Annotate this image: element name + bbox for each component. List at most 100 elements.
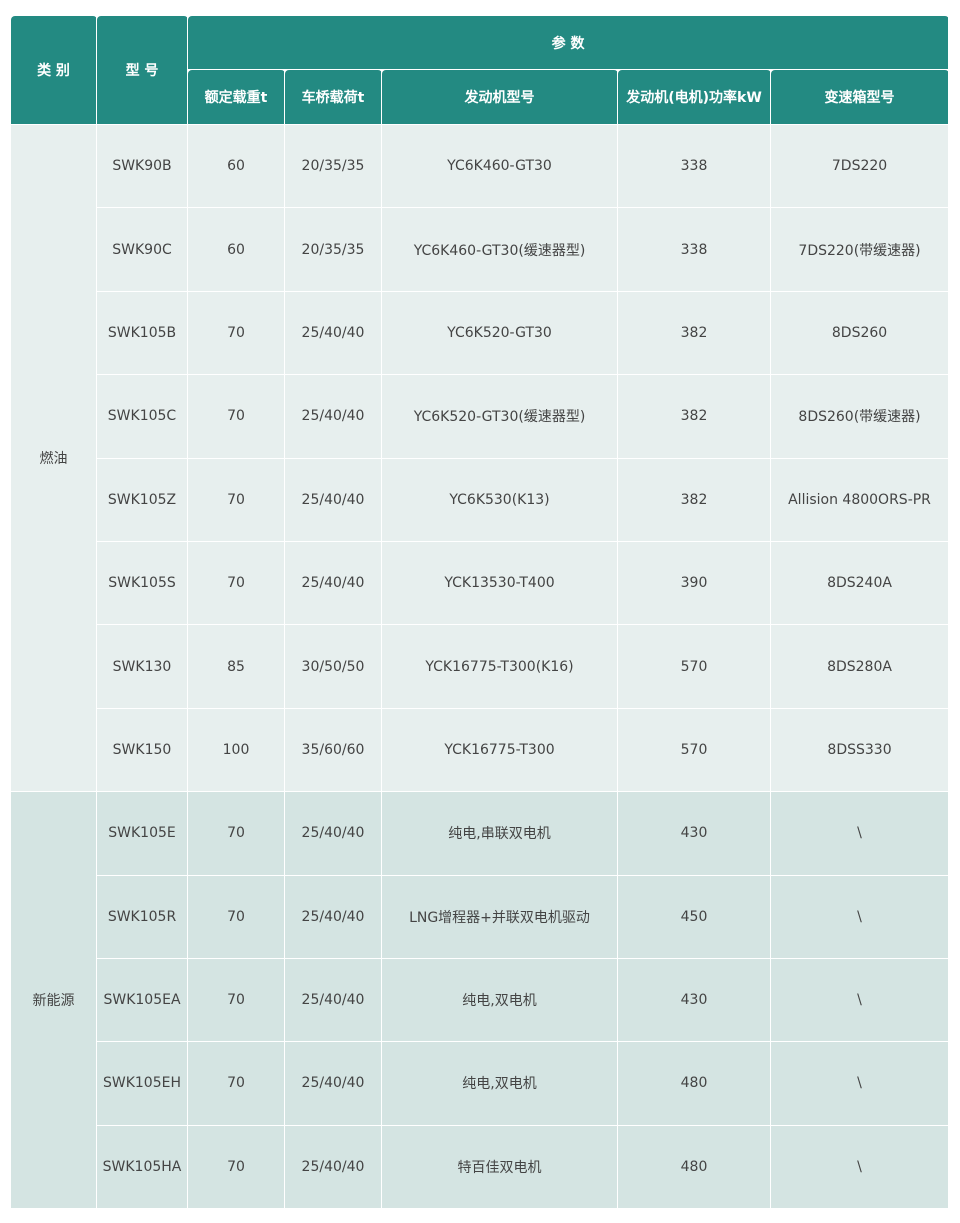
model-cell: SWK150 xyxy=(96,707,188,793)
engine-model-cell: YCK13530-T400 xyxy=(381,540,618,626)
table-row: 燃油 SWK90B 60 20/35/35 YC6K460-GT30 338 7DS220 xyxy=(10,123,950,793)
rated-load-cell: 100 xyxy=(187,707,285,793)
header-axle-load: 车桥载荷t xyxy=(284,69,382,125)
header-params: 参 数 xyxy=(186,15,950,70)
table-row: 新能源 SWK105E 70 25/40/40 纯电,串联双电机 430 \ xyxy=(10,791,950,1210)
rated-load-cell: 70 xyxy=(187,874,285,959)
gearbox-cell: \ xyxy=(769,957,950,1043)
engine-model-cell: YCK16775-T300 xyxy=(381,707,618,793)
gearbox-cell: 7DS220(带缓速器) xyxy=(769,207,950,292)
axle-load-cell: 20/35/35 xyxy=(284,123,382,209)
category-cell: 新能源 xyxy=(10,791,97,1210)
header-power: 发动机(电机)功率kW xyxy=(617,69,771,125)
model-cell: SWK105R xyxy=(96,874,188,959)
model-cell: SWK105EA xyxy=(96,957,188,1043)
table-row: SWK150 100 35/60/60 YCK16775-T300 570 8DSS330 xyxy=(11,707,950,793)
header-category: 类 别 xyxy=(10,15,97,125)
table-row: SWK105S 70 25/40/40 YCK13530-T400 390 8DS240A xyxy=(11,540,950,626)
gearbox-cell: 8DS280A xyxy=(769,624,950,709)
power-cell: 382 xyxy=(617,290,771,376)
power-cell: 430 xyxy=(617,957,771,1043)
gearbox-cell: 7DS220 xyxy=(769,123,950,209)
table-row: SWK105EH 70 25/40/40 纯电,双电机 480 \ xyxy=(11,1041,950,1126)
table-row: SWK90C 60 20/35/35 YC6K460-GT30(缓速器型) 338 7DS… xyxy=(11,207,950,292)
axle-load-cell: 25/40/40 xyxy=(284,457,382,542)
model-cell: SWK90B xyxy=(96,123,188,209)
power-cell: 382 xyxy=(617,457,771,542)
engine-model-cell: YC6K460-GT30(缓速器型) xyxy=(381,207,618,292)
header-engine-model: 发动机型号 xyxy=(381,69,618,125)
table-row: SWK105EA 70 25/40/40 纯电,双电机 430 \ xyxy=(11,957,950,1043)
gearbox-cell: \ xyxy=(769,1041,950,1126)
engine-model-cell: 纯电,串联双电机 xyxy=(381,791,618,876)
table-row: SWK105R 70 25/40/40 LNG增程器+并联双电机驱动 450 \ xyxy=(11,874,950,959)
power-cell: 382 xyxy=(617,374,771,459)
axle-load-cell: 35/60/60 xyxy=(284,707,382,793)
model-cell: SWK105EH xyxy=(96,1041,188,1126)
gearbox-cell: Allision 4800ORS-PR xyxy=(769,457,950,542)
engine-model-cell: YC6K520-GT30(缓速器型) xyxy=(381,374,618,459)
rated-load-cell: 70 xyxy=(187,540,285,626)
axle-load-cell: 30/50/50 xyxy=(284,624,382,709)
axle-load-cell: 25/40/40 xyxy=(284,957,382,1043)
category-cell: 燃油 xyxy=(10,123,97,793)
power-cell: 480 xyxy=(617,1124,771,1210)
engine-model-cell: YC6K460-GT30 xyxy=(381,123,618,209)
spec-table: 类 别 型 号 参 数 额定载重t 车桥载荷t 发动机型号 发动机(电机)功率k… xyxy=(10,15,950,1210)
rated-load-cell: 70 xyxy=(187,457,285,542)
rated-load-cell: 70 xyxy=(187,1041,285,1126)
model-cell: SWK130 xyxy=(96,624,188,709)
gearbox-cell: 8DS260(带缓速器) xyxy=(769,374,950,459)
engine-model-cell: 纯电,双电机 xyxy=(381,1041,618,1126)
gearbox-cell: \ xyxy=(769,1124,950,1210)
engine-model-cell: LNG增程器+并联双电机驱动 xyxy=(381,874,618,959)
engine-model-cell: 特百佳双电机 xyxy=(381,1124,618,1210)
rated-load-cell: 85 xyxy=(187,624,285,709)
axle-load-cell: 25/40/40 xyxy=(284,791,382,876)
model-cell: SWK90C xyxy=(96,207,188,292)
table-row: SWK105HA 70 25/40/40 特百佳双电机 480 \ xyxy=(11,1124,950,1210)
table-row: SWK105C 70 25/40/40 YC6K520-GT30(缓速器型) 382 8D… xyxy=(11,374,950,459)
engine-model-cell: 纯电,双电机 xyxy=(381,957,618,1043)
gearbox-cell: \ xyxy=(769,791,950,876)
power-cell: 338 xyxy=(617,123,771,209)
model-cell: SWK105B xyxy=(96,290,188,376)
rated-load-cell: 60 xyxy=(187,207,285,292)
rated-load-cell: 70 xyxy=(187,957,285,1043)
table-row: SWK130 85 30/50/50 YCK16775-T300(K16) 570 8DS… xyxy=(11,624,950,709)
rated-load-cell: 70 xyxy=(187,1124,285,1210)
gearbox-cell: 8DS240A xyxy=(769,540,950,626)
table-row: SWK105B 70 25/40/40 YC6K520-GT30 382 8DS260 xyxy=(11,290,950,376)
header-gearbox: 变速箱型号 xyxy=(769,69,950,125)
power-cell: 570 xyxy=(617,624,771,709)
power-cell: 338 xyxy=(617,207,771,292)
header-rated-load: 额定载重t xyxy=(187,69,285,125)
model-cell: SWK105S xyxy=(96,540,188,626)
power-cell: 450 xyxy=(617,874,771,959)
rated-load-cell: 70 xyxy=(187,791,285,876)
gearbox-cell: 8DS260 xyxy=(769,290,950,376)
axle-load-cell: 25/40/40 xyxy=(284,290,382,376)
gearbox-cell: \ xyxy=(769,874,950,959)
model-cell: SWK105E xyxy=(96,791,188,876)
power-cell: 390 xyxy=(617,540,771,626)
table-row: SWK105Z 70 25/40/40 YC6K530(K13) 382 Allision… xyxy=(11,457,950,542)
rated-load-cell: 60 xyxy=(187,123,285,209)
header-model: 型 号 xyxy=(96,15,188,125)
power-cell: 570 xyxy=(617,707,771,793)
model-cell: SWK105Z xyxy=(96,457,188,542)
power-cell: 430 xyxy=(617,791,771,876)
model-cell: SWK105C xyxy=(96,374,188,459)
engine-model-cell: YC6K530(K13) xyxy=(381,457,618,542)
gearbox-cell: 8DSS330 xyxy=(769,707,950,793)
axle-load-cell: 25/40/40 xyxy=(284,1041,382,1126)
axle-load-cell: 25/40/40 xyxy=(284,1124,382,1210)
axle-load-cell: 25/40/40 xyxy=(284,874,382,959)
model-cell: SWK105HA xyxy=(96,1124,188,1210)
axle-load-cell: 25/40/40 xyxy=(284,374,382,459)
engine-model-cell: YCK16775-T300(K16) xyxy=(381,624,618,709)
power-cell: 480 xyxy=(617,1041,771,1126)
rated-load-cell: 70 xyxy=(187,374,285,459)
axle-load-cell: 25/40/40 xyxy=(284,540,382,626)
rated-load-cell: 70 xyxy=(187,290,285,376)
